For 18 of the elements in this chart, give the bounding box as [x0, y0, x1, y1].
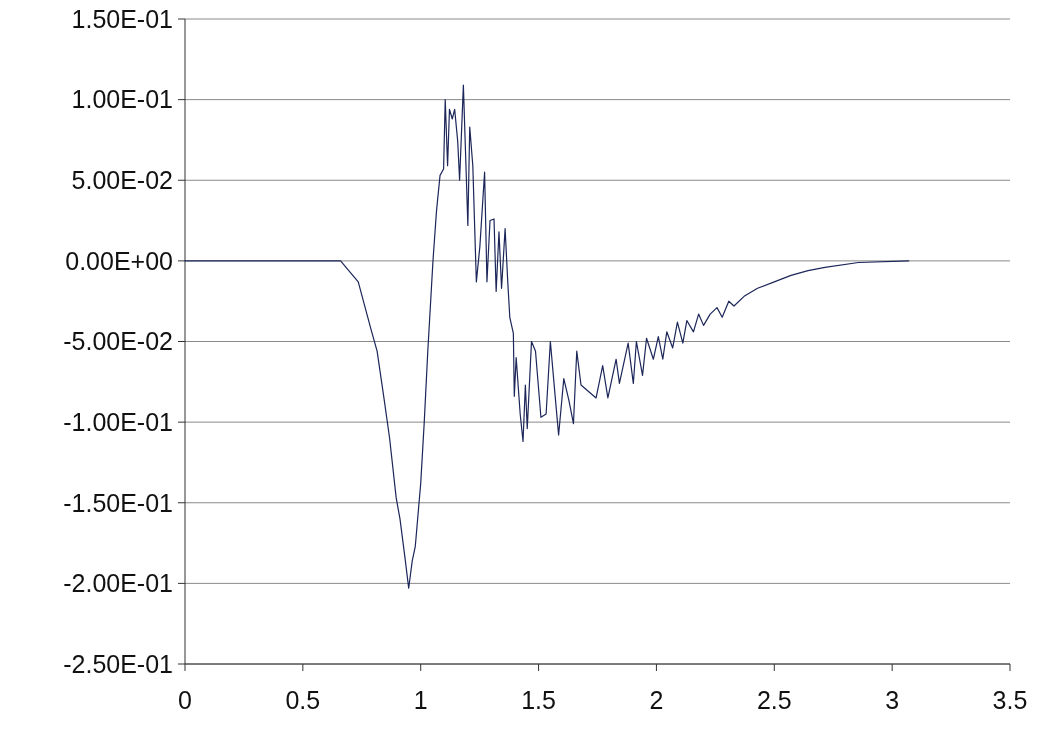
y-tick-label: 0.00E+00: [65, 246, 173, 275]
x-tick-label: 2.5: [756, 686, 792, 714]
line-series: [184, 84, 910, 589]
y-tick-label: 1.50E-01: [71, 4, 173, 33]
x-tick-label: 0.5: [285, 686, 321, 714]
x-tick-label: 3: [885, 686, 900, 714]
y-tick-label: 5.00E-02: [71, 166, 173, 194]
y-tick-label: -1.00E-01: [63, 407, 173, 436]
y-tick-label: 1.00E-01: [71, 85, 173, 114]
x-tick-label: 0: [178, 686, 192, 714]
x-tick-label: 1: [413, 686, 428, 714]
y-tick-label: -2.50E-01: [63, 649, 173, 678]
x-tick-label: 3.5: [992, 686, 1028, 714]
y-tick-label: -5.00E-02: [63, 327, 173, 356]
y-tick-label: -1.50E-01: [63, 488, 173, 517]
x-tick-label: 2: [649, 686, 664, 714]
x-tick-label: 1.5: [521, 686, 556, 714]
y-tick-label: -2.00E-01: [63, 569, 173, 598]
